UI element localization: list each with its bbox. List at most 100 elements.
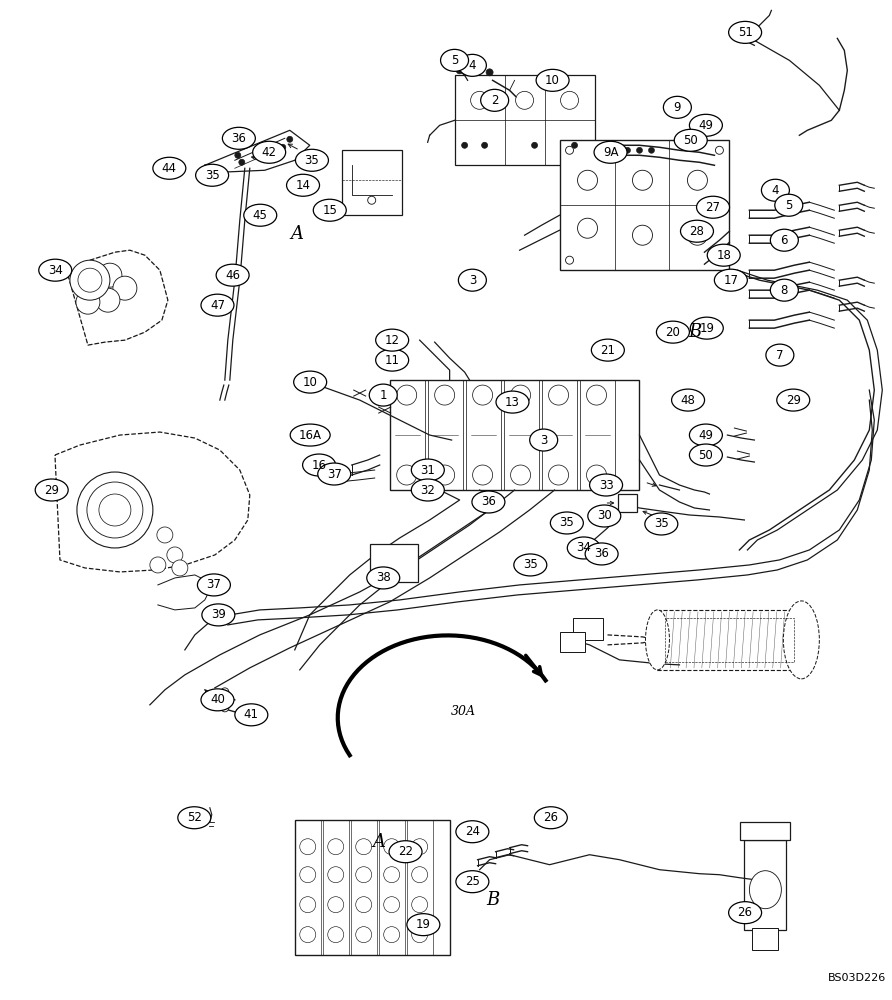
Text: 4: 4 bbox=[468, 59, 476, 72]
Ellipse shape bbox=[585, 543, 618, 565]
Text: 34: 34 bbox=[576, 541, 591, 554]
Circle shape bbox=[715, 146, 723, 154]
Circle shape bbox=[384, 927, 400, 943]
Ellipse shape bbox=[244, 204, 277, 226]
Text: 19: 19 bbox=[699, 322, 714, 335]
Circle shape bbox=[516, 91, 533, 109]
Circle shape bbox=[688, 170, 707, 190]
Ellipse shape bbox=[481, 89, 508, 111]
Circle shape bbox=[434, 385, 455, 405]
Ellipse shape bbox=[293, 371, 326, 393]
Bar bbox=[740, 822, 790, 840]
Text: 31: 31 bbox=[420, 464, 435, 477]
Ellipse shape bbox=[783, 601, 820, 679]
Ellipse shape bbox=[369, 384, 397, 406]
Bar bbox=[559, 140, 730, 270]
Ellipse shape bbox=[441, 49, 468, 71]
Circle shape bbox=[412, 927, 427, 943]
Ellipse shape bbox=[707, 244, 740, 266]
Circle shape bbox=[286, 136, 293, 142]
Ellipse shape bbox=[222, 127, 255, 149]
Circle shape bbox=[98, 263, 122, 287]
Ellipse shape bbox=[530, 429, 558, 451]
Circle shape bbox=[280, 144, 285, 150]
Circle shape bbox=[510, 465, 531, 485]
Circle shape bbox=[624, 147, 631, 153]
Ellipse shape bbox=[594, 141, 627, 163]
Bar bbox=[427, 380, 463, 490]
Bar bbox=[351, 820, 376, 955]
Bar bbox=[390, 380, 640, 490]
Text: 2: 2 bbox=[491, 94, 499, 107]
Circle shape bbox=[412, 867, 427, 883]
Ellipse shape bbox=[674, 129, 707, 151]
Ellipse shape bbox=[216, 264, 249, 286]
Circle shape bbox=[300, 839, 316, 855]
Ellipse shape bbox=[389, 841, 422, 863]
Bar bbox=[294, 820, 450, 955]
Text: 28: 28 bbox=[690, 225, 705, 238]
Bar bbox=[407, 820, 433, 955]
Circle shape bbox=[473, 385, 492, 405]
Circle shape bbox=[587, 385, 607, 405]
Ellipse shape bbox=[458, 54, 486, 76]
Circle shape bbox=[300, 927, 316, 943]
Circle shape bbox=[412, 839, 427, 855]
Circle shape bbox=[560, 91, 579, 109]
Ellipse shape bbox=[645, 513, 678, 535]
Bar bbox=[617, 494, 638, 512]
Text: 35: 35 bbox=[523, 558, 538, 571]
Text: 50: 50 bbox=[683, 134, 698, 147]
Circle shape bbox=[715, 256, 723, 264]
Circle shape bbox=[300, 897, 316, 913]
Circle shape bbox=[412, 897, 427, 913]
Ellipse shape bbox=[153, 157, 186, 179]
Ellipse shape bbox=[690, 444, 723, 466]
Text: 8: 8 bbox=[780, 284, 788, 297]
Ellipse shape bbox=[38, 259, 71, 281]
Circle shape bbox=[462, 142, 467, 148]
Text: 22: 22 bbox=[398, 845, 413, 858]
Text: 50: 50 bbox=[698, 449, 714, 462]
Text: 35: 35 bbox=[304, 154, 319, 167]
Circle shape bbox=[549, 385, 568, 405]
Text: 10: 10 bbox=[302, 376, 318, 389]
Circle shape bbox=[577, 218, 598, 238]
Text: 13: 13 bbox=[505, 396, 520, 409]
Text: 33: 33 bbox=[599, 479, 614, 492]
Circle shape bbox=[235, 152, 241, 158]
Ellipse shape bbox=[235, 704, 268, 726]
Text: 25: 25 bbox=[465, 875, 480, 888]
Text: 35: 35 bbox=[205, 169, 219, 182]
Bar bbox=[580, 380, 615, 490]
Text: 41: 41 bbox=[244, 708, 259, 721]
Ellipse shape bbox=[376, 349, 409, 371]
Circle shape bbox=[239, 159, 244, 165]
Circle shape bbox=[99, 494, 131, 526]
Circle shape bbox=[471, 65, 478, 72]
Text: 45: 45 bbox=[252, 209, 268, 222]
Ellipse shape bbox=[302, 454, 335, 476]
Ellipse shape bbox=[458, 269, 486, 291]
Text: 5: 5 bbox=[785, 199, 792, 212]
Ellipse shape bbox=[690, 424, 723, 446]
Text: 5: 5 bbox=[450, 54, 458, 67]
Circle shape bbox=[637, 147, 642, 153]
Text: A: A bbox=[372, 833, 385, 851]
Text: 42: 42 bbox=[261, 146, 277, 159]
Ellipse shape bbox=[672, 389, 705, 411]
Ellipse shape bbox=[367, 567, 400, 589]
Ellipse shape bbox=[681, 220, 714, 242]
Text: 37: 37 bbox=[206, 578, 221, 591]
Ellipse shape bbox=[496, 391, 529, 413]
Bar bbox=[745, 840, 787, 930]
Text: 4: 4 bbox=[772, 184, 780, 197]
Text: 14: 14 bbox=[295, 179, 310, 192]
Ellipse shape bbox=[472, 491, 505, 513]
Ellipse shape bbox=[690, 317, 723, 339]
Text: 29: 29 bbox=[786, 394, 801, 407]
Circle shape bbox=[327, 897, 343, 913]
Circle shape bbox=[384, 897, 400, 913]
Circle shape bbox=[96, 288, 120, 312]
Text: 3: 3 bbox=[468, 274, 476, 287]
